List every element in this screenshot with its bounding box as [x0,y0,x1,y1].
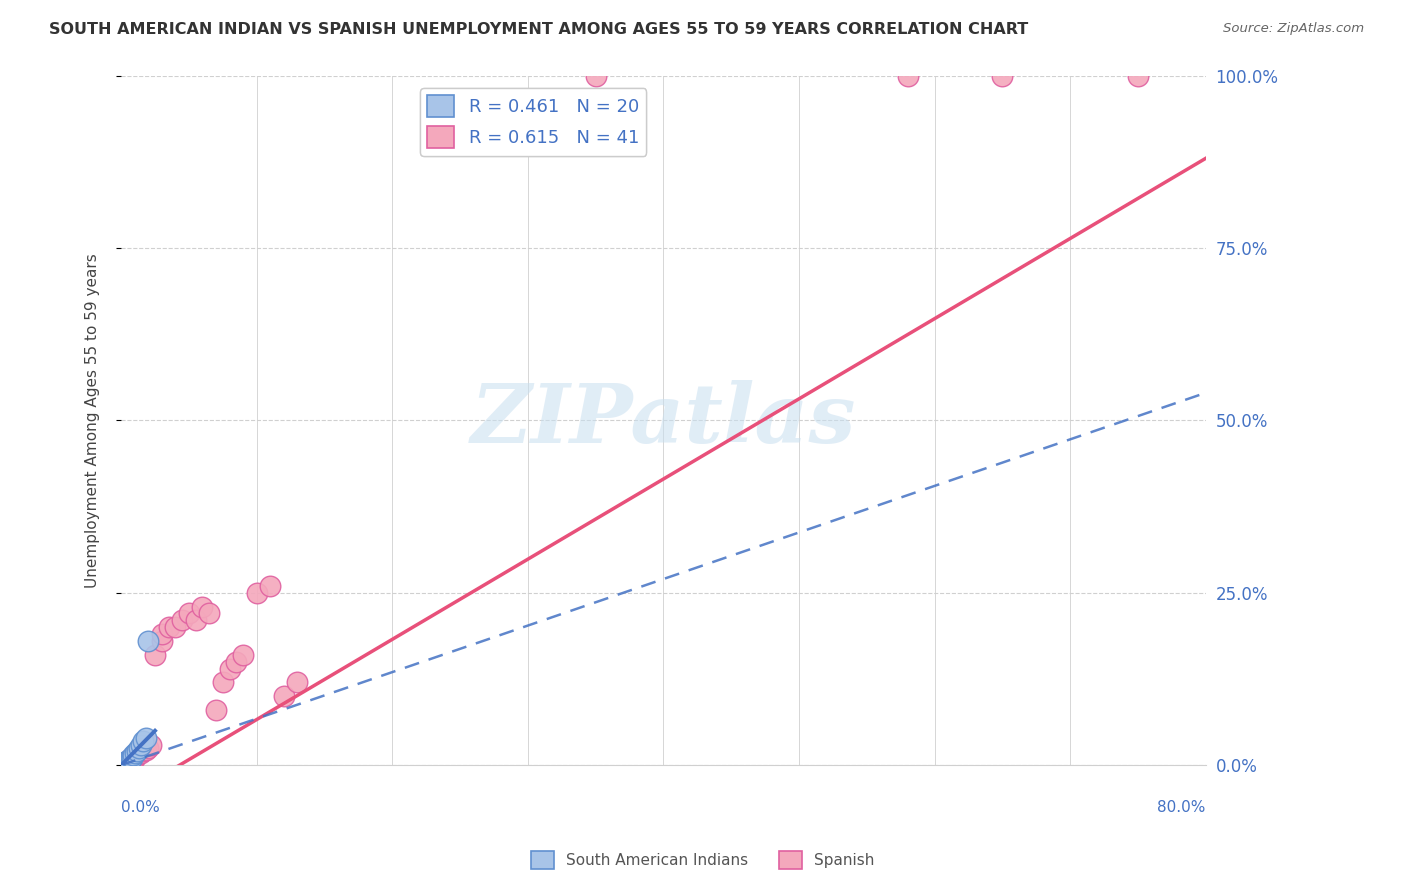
Text: SOUTH AMERICAN INDIAN VS SPANISH UNEMPLOYMENT AMONG AGES 55 TO 59 YEARS CORRELAT: SOUTH AMERICAN INDIAN VS SPANISH UNEMPLO… [49,22,1028,37]
Point [115,755,138,769]
Point [110,756,132,771]
Point [135,743,157,757]
Point [128,746,150,760]
Point [165,620,187,634]
Point [117,753,139,767]
Point [114,756,136,770]
Text: 0.0%: 0.0% [121,800,160,814]
Text: Source: ZipAtlas.com: Source: ZipAtlas.com [1223,22,1364,36]
Point [157,620,180,634]
Point [136,741,159,756]
Point [135,731,157,745]
Point [218,662,240,676]
Point [139,738,162,752]
Point [172,613,194,627]
Point [131,738,153,752]
Point [150,634,173,648]
Point [246,586,269,600]
Point [131,746,153,760]
Point [114,756,136,771]
Point [110,758,132,772]
Point [117,755,139,769]
Point [143,648,166,662]
Point [225,655,247,669]
Point [124,751,146,765]
Point [121,750,143,764]
Point [205,703,228,717]
Text: 80.0%: 80.0% [1157,800,1206,814]
Point [112,756,135,771]
Point [117,754,139,768]
Point [896,69,918,83]
Point [122,747,145,762]
Point [150,627,173,641]
Point [110,757,132,772]
Point [110,758,132,772]
Legend: R = 0.461   N = 20, R = 0.615   N = 41: R = 0.461 N = 20, R = 0.615 N = 41 [420,88,647,155]
Point [991,69,1014,83]
Point [211,675,233,690]
Point [232,648,254,662]
Point [124,747,146,762]
Point [132,734,155,748]
Point [110,756,132,771]
Point [1126,69,1149,83]
Point [273,690,295,704]
Text: ZIPatlas: ZIPatlas [471,380,856,460]
Point [132,744,155,758]
Point [120,751,142,765]
Y-axis label: Unemployment Among Ages 55 to 59 years: Unemployment Among Ages 55 to 59 years [86,253,100,588]
Point [585,69,607,83]
Point [110,757,132,772]
Point [184,613,207,627]
Point [110,756,132,771]
Point [115,755,138,769]
Point [124,746,146,760]
Point [118,753,141,767]
Point [198,607,221,621]
Point [177,607,200,621]
Point [120,751,142,765]
Point [136,634,159,648]
Point [118,753,141,767]
Point [127,747,149,762]
Point [259,579,281,593]
Point [287,675,309,690]
Legend: South American Indians, Spanish: South American Indians, Spanish [526,845,880,875]
Point [121,751,143,765]
Point [127,744,149,758]
Point [191,599,214,614]
Point [128,741,150,756]
